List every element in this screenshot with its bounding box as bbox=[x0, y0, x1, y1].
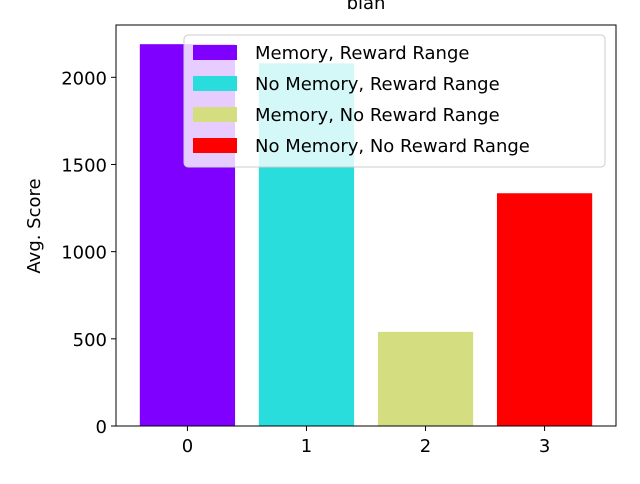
chart-title: blah bbox=[347, 0, 386, 14]
axes-layer: 0 500 1000 1500 2000 0 1 2 3 bbox=[61, 24, 617, 457]
legend-label: No Memory, Reward Range bbox=[255, 74, 500, 95]
legend-label: Memory, Reward Range bbox=[255, 43, 469, 64]
legend-swatch bbox=[193, 45, 237, 60]
legend-label: No Memory, No Reward Range bbox=[255, 136, 530, 157]
legend-label: Memory, No Reward Range bbox=[255, 105, 500, 126]
y-tick-label: 2000 bbox=[61, 68, 107, 89]
x-tick-label: 2 bbox=[420, 436, 431, 457]
y-tick-label: 1500 bbox=[61, 155, 107, 176]
legend-swatch bbox=[193, 107, 237, 122]
plot-frame bbox=[115, 24, 617, 427]
x-tick-label: 3 bbox=[539, 436, 550, 457]
legend: Memory, Reward Range No Memory, Reward Ra… bbox=[183, 34, 606, 168]
x-tick-label: 0 bbox=[182, 436, 193, 457]
legend-swatch bbox=[193, 76, 237, 91]
y-tick-label: 500 bbox=[73, 330, 107, 351]
y-axis-label: Avg. Score bbox=[24, 178, 45, 273]
y-tick-label: 1000 bbox=[61, 243, 107, 264]
y-tick-label: 0 bbox=[96, 417, 107, 438]
bar-2 bbox=[377, 331, 474, 426]
legend-box bbox=[183, 34, 606, 168]
legend-swatch bbox=[193, 138, 237, 153]
x-tick-label: 1 bbox=[301, 436, 312, 457]
bar-3 bbox=[496, 193, 593, 426]
